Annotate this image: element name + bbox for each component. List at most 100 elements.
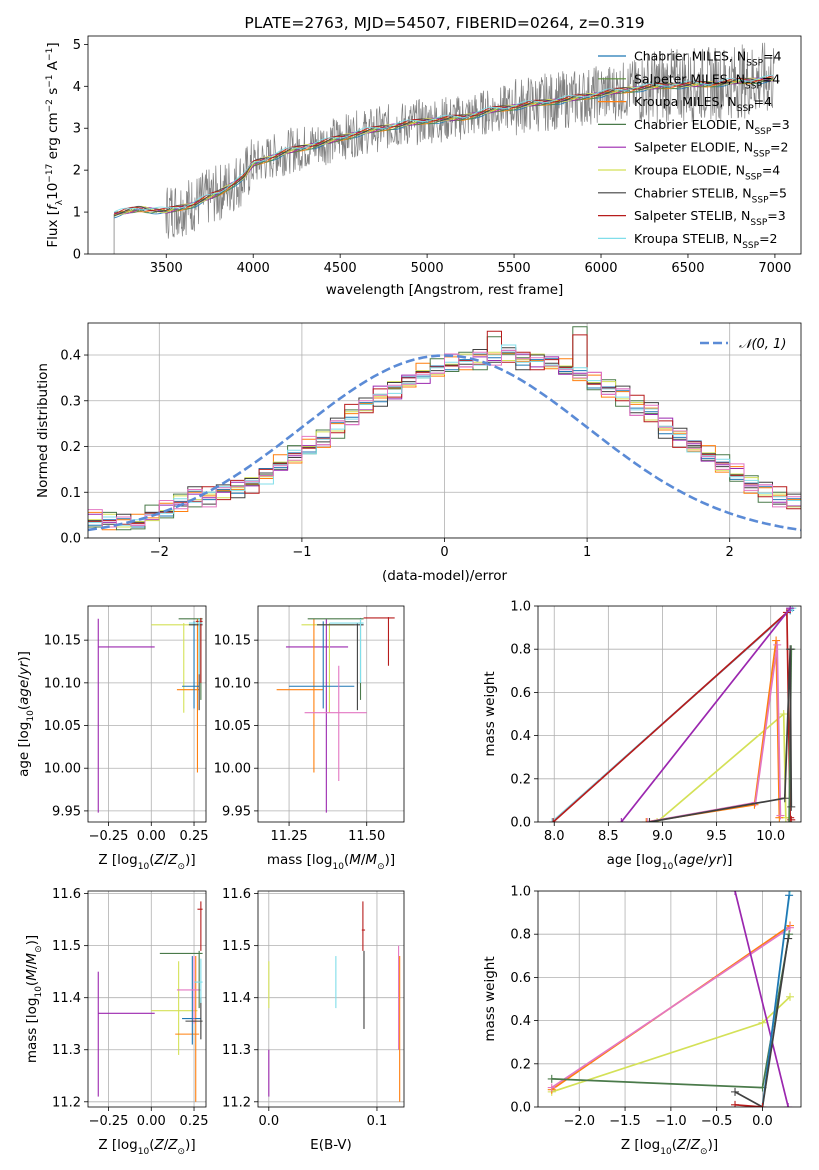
label-part: Z [log xyxy=(98,852,137,868)
axes-frame xyxy=(87,35,802,255)
label-part: =4 xyxy=(762,163,780,178)
label-part: Kroupa ELODIE, N xyxy=(634,163,745,178)
y-tick-label: 0 xyxy=(73,248,81,263)
x-tick-label: 0.0 xyxy=(258,1114,279,1129)
label-part: / xyxy=(164,852,169,868)
label-part: s xyxy=(45,88,61,99)
x-axis-label: Z [log10(Z/Z⊙)] xyxy=(98,852,195,872)
label-part: Z xyxy=(167,1137,178,1153)
y-tick-label: 11.3 xyxy=(222,1043,251,1058)
x-tick-label: 6500 xyxy=(671,261,704,276)
x-tick-label: −2 xyxy=(150,545,169,560)
x-tick-label: 9.0 xyxy=(652,829,673,844)
label-part: / xyxy=(164,1137,169,1153)
chart-title: PLATE=2763, MJD=54507, FIBERID=0264, z=0… xyxy=(244,14,644,32)
label-part: )] xyxy=(722,852,733,868)
y-tick-label: 1.0 xyxy=(510,600,531,615)
x-tick-label: 4500 xyxy=(324,261,357,276)
label-part: SSP xyxy=(745,173,762,183)
chart-panel-1: 3500 4000 4500 5000 5500 6000 6500 7000 0 1 2 3 4 5 PL… xyxy=(45,14,802,298)
x-tick-label: 4000 xyxy=(237,261,270,276)
x-tick-label: 0.00 xyxy=(137,829,166,844)
label-part: SSP xyxy=(745,81,762,91)
label-part: −1 xyxy=(45,48,55,61)
label-part: )] xyxy=(185,852,196,868)
x-tick-label: 8.5 xyxy=(598,829,619,844)
x-tick-label: 5000 xyxy=(411,261,444,276)
legend-label-4: Chabrier ELODIE, NSSP=3 xyxy=(634,117,790,137)
model-line-6 xyxy=(114,77,774,216)
label-part: ( xyxy=(344,852,349,868)
x-tick-label: 0.00 xyxy=(137,1114,166,1129)
label-part: SSP xyxy=(742,241,759,251)
label-part: Z [log xyxy=(621,1137,660,1153)
label-part: ( xyxy=(673,852,678,868)
x-tick-label: 10.0 xyxy=(756,829,785,844)
y-tick-label: 0.0 xyxy=(510,1101,531,1116)
spectrum-data-line xyxy=(113,42,775,239)
plot-area xyxy=(538,891,801,1107)
y-tick-label: 0.1 xyxy=(60,486,81,501)
weight-marker xyxy=(775,813,784,822)
weight-marker xyxy=(779,710,788,718)
y-tick-label: 11.2 xyxy=(52,1095,81,1110)
label-part: mass [log xyxy=(267,852,333,868)
y-axis-label: mass weight xyxy=(482,956,498,1041)
label-part: / xyxy=(686,1137,691,1153)
x-tick-label: 0.0 xyxy=(752,1114,773,1129)
weight-marker xyxy=(642,818,651,822)
label-part: −17 xyxy=(45,164,55,183)
axes-frame xyxy=(537,605,802,823)
legend-normal-label: 𝒩(0, 1) xyxy=(739,337,786,352)
weight-marker xyxy=(547,1083,556,1092)
legend-label-6: Kroupa ELODIE, NSSP=4 xyxy=(634,163,780,183)
x-tick-label: 6000 xyxy=(584,261,617,276)
legend-label-5: Salpeter ELODIE, NSSP=2 xyxy=(634,140,788,160)
histogram-step-9 xyxy=(88,349,801,528)
label-part: )] xyxy=(24,935,40,946)
x-tick-label: 0 xyxy=(440,545,448,560)
weight-marker xyxy=(785,930,794,939)
axes-frame xyxy=(257,605,405,823)
y-tick-label: 9.95 xyxy=(222,804,251,819)
weight-marker xyxy=(786,891,795,895)
x-tick-label: 11.50 xyxy=(348,829,385,844)
label-part: )] xyxy=(708,1137,719,1153)
label-part: M xyxy=(349,852,361,868)
y-tick-label: 11.5 xyxy=(52,939,81,954)
x-tick-label: 0.1 xyxy=(367,1114,388,1129)
label-part: =2 xyxy=(770,140,788,155)
x-tick-label: 0.25 xyxy=(180,829,209,844)
plot-area xyxy=(88,891,206,1107)
y-tick-label: 10.00 xyxy=(214,762,251,777)
weight-marker xyxy=(548,818,557,822)
label-part: Z xyxy=(167,852,178,868)
label-part: SSP xyxy=(753,150,770,160)
x-axis-label: (data-model)/error xyxy=(382,568,508,584)
x-axis-label: E(B-V) xyxy=(310,1137,352,1153)
weight-marker xyxy=(786,606,795,613)
y-tick-label: 1 xyxy=(73,206,81,221)
y-tick-label: 0.2 xyxy=(510,1057,531,1072)
label-part: =4 xyxy=(754,94,772,109)
y-tick-label: 10.10 xyxy=(44,676,81,691)
x-tick-label: 9.5 xyxy=(706,829,727,844)
y-tick-label: 0.2 xyxy=(60,440,81,455)
label-part: Salpeter STELIB, N xyxy=(634,208,750,223)
weight-marker xyxy=(617,818,626,822)
y-tick-label: 11.4 xyxy=(222,991,251,1006)
weight-line-7 xyxy=(761,895,790,1107)
y-tick-label: 11.5 xyxy=(222,939,251,954)
label-part: age xyxy=(679,852,704,868)
weight-marker xyxy=(547,1074,556,1083)
label-part: ⊙ xyxy=(34,945,44,953)
y-tick-label: 5 xyxy=(73,38,81,53)
label-part: A xyxy=(45,60,61,74)
weight-marker xyxy=(772,636,781,645)
label-part: ⊙ xyxy=(700,1147,708,1157)
label-part: 10 xyxy=(662,862,674,872)
y-tick-label: 11.6 xyxy=(52,887,81,902)
x-tick-label: 2 xyxy=(726,545,734,560)
x-tick-label: −1.0 xyxy=(655,1114,687,1129)
